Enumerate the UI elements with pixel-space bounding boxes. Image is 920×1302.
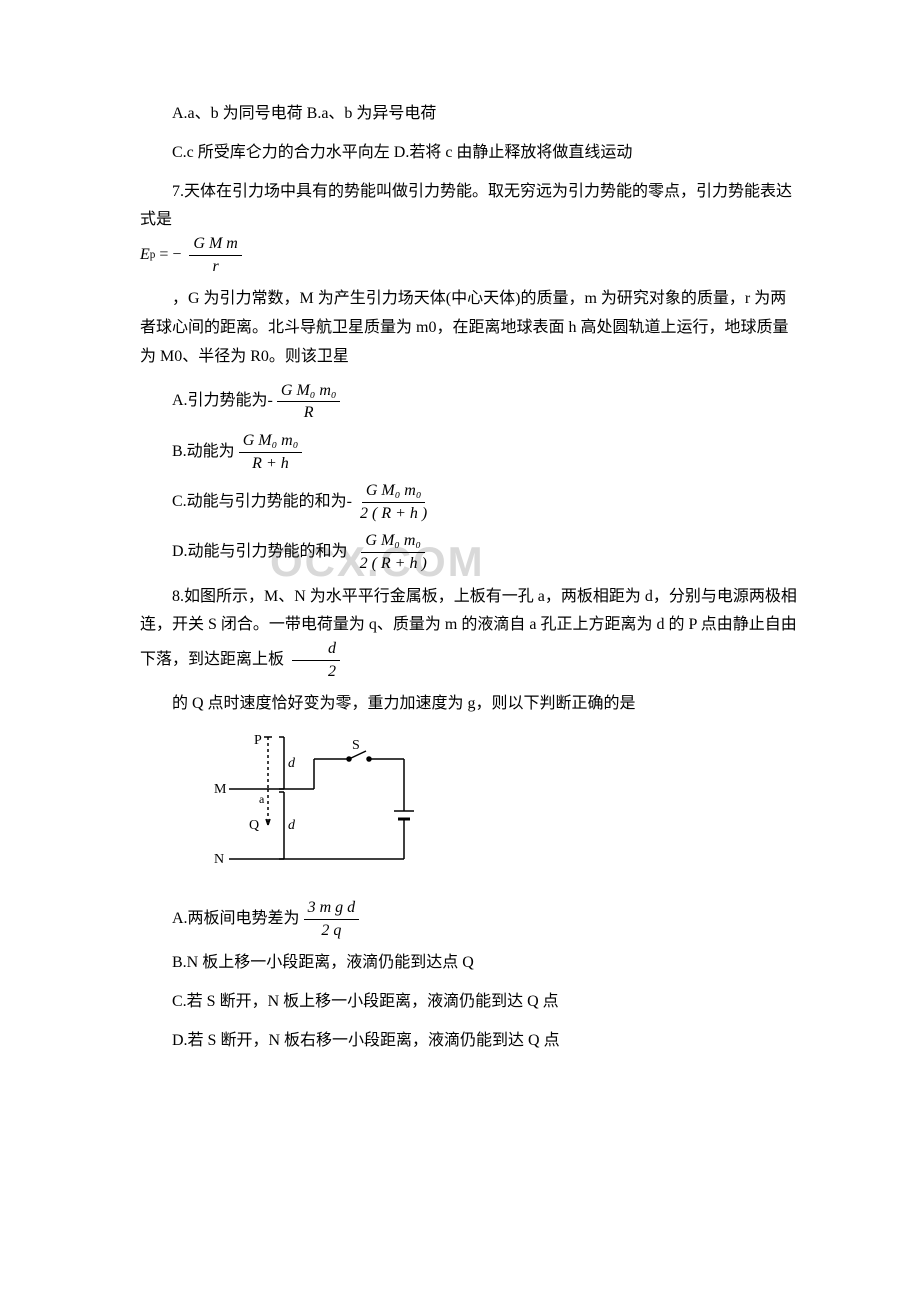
q7-optC-frac: G M₀ m₀ 2 ( R + h ) (356, 482, 431, 522)
q7-optA-den: R (300, 402, 318, 422)
q8-intro2: 的 Q 点时速度恰好变为零，重力加速度为 g，则以下判断正确的是 (140, 690, 800, 719)
diagram-d1: d (288, 756, 296, 771)
q7-optD-den: 2 ( R + h ) (356, 553, 431, 573)
q8-optA-den: 2 q (317, 920, 345, 940)
q7-ep: E (140, 241, 150, 270)
q6-options-ab: A.a、b 为同号电荷 B.a、b 为异号电荷 (140, 100, 800, 129)
q7-desc: ，G 为引力常数，M 为产生引力场天体(中心天体)的质量，m 为研究对象的质量，… (140, 285, 800, 371)
q7-eq: = − (159, 241, 181, 270)
q7-optA-frac: G M₀ m₀ R (277, 382, 341, 422)
diagram-S: S (352, 738, 360, 753)
diagram-M: M (214, 782, 227, 797)
q7-optC-den: 2 ( R + h ) (356, 503, 431, 523)
q7-optC: C.动能与引力势能的和为- G M₀ m₀ 2 ( R + h ) (140, 482, 800, 522)
q6-options-cd: C.c 所受库仑力的合力水平向左 D.若将 c 由静止释放将做直线运动 (140, 139, 800, 168)
q8-optA: A.两板间电势差为 3 m g d 2 q (140, 899, 800, 939)
q8-d2-frac: d 2 (292, 640, 340, 680)
diagram-N: N (214, 852, 224, 867)
q7-optB-pre: B.动能为 (140, 438, 235, 467)
q8-intro-block: 8.如图所示，M、N 为水平平行金属板，上板有一孔 a，两板相距为 d，分别与电… (140, 583, 800, 681)
q7-optD-frac: G M₀ m₀ 2 ( R + h ) (356, 532, 431, 572)
q7-optC-pre: C.动能与引力势能的和为- (140, 488, 352, 517)
q7-optC-num: G M₀ m₀ (362, 482, 426, 503)
q7-optD-num: G M₀ m₀ (361, 532, 425, 553)
q7-fraction: G M m r (189, 235, 241, 275)
q7-optB-frac: G M₀ m₀ R + h (239, 432, 303, 472)
q7-den: r (209, 256, 223, 276)
q7-num: G M m (189, 235, 241, 256)
q8-intro1: 8.如图所示，M、N 为水平平行金属板，上板有一孔 a，两板相距为 d，分别与电… (140, 588, 797, 668)
q7-optA: A.引力势能为- G M₀ m₀ R (140, 382, 800, 422)
diagram-Q: Q (249, 818, 259, 833)
diagram-d2: d (288, 818, 296, 833)
q7-optD-pre: D.动能与引力势能的和为 (140, 543, 348, 560)
q8-optC: C.若 S 断开，N 板上移一小段距离，液滴仍能到达 Q 点 (140, 988, 800, 1017)
q7-optA-pre: A.引力势能为- (140, 387, 273, 416)
q8-d2-num: d (292, 640, 340, 661)
q7-optD: D.动能与引力势能的和为 G M₀ m₀ 2 ( R + h ) OCX.COM (140, 532, 435, 572)
q7-intro: 7.天体在引力场中具有的势能叫做引力势能。取无穷远为引力势能的零点，引力势能表达… (140, 178, 800, 236)
q7-optA-num: G M₀ m₀ (277, 382, 341, 403)
q8-optA-pre: A.两板间电势差为 (140, 905, 300, 934)
diagram-P: P (254, 733, 262, 748)
q8-optB: B.N 板上移一小段距离，液滴仍能到达点 Q (140, 949, 800, 978)
q8-optD: D.若 S 断开，N 板右移一小段距离，液滴仍能到达 Q 点 (140, 1027, 800, 1056)
q7-intro-line: 7.天体在引力场中具有的势能叫做引力势能。取无穷远为引力势能的零点，引力势能表达… (140, 178, 800, 236)
q8-optA-num: 3 m g d (304, 899, 360, 920)
q7-ep-formula: Ep = − G M m r (140, 235, 246, 275)
q7-optB: B.动能为 G M₀ m₀ R + h (140, 432, 800, 472)
q8-optA-frac: 3 m g d 2 q (304, 899, 360, 939)
q7-formula-row: Ep = − G M m r (140, 235, 800, 275)
q7-ep-sub: p (150, 245, 156, 265)
q7-optB-den: R + h (248, 453, 293, 473)
q7-optB-num: G M₀ m₀ (239, 432, 303, 453)
diagram-a: a (259, 792, 265, 806)
q8-d2-den: 2 (292, 661, 340, 681)
circuit-diagram: P d M a Q d N S (204, 729, 434, 889)
